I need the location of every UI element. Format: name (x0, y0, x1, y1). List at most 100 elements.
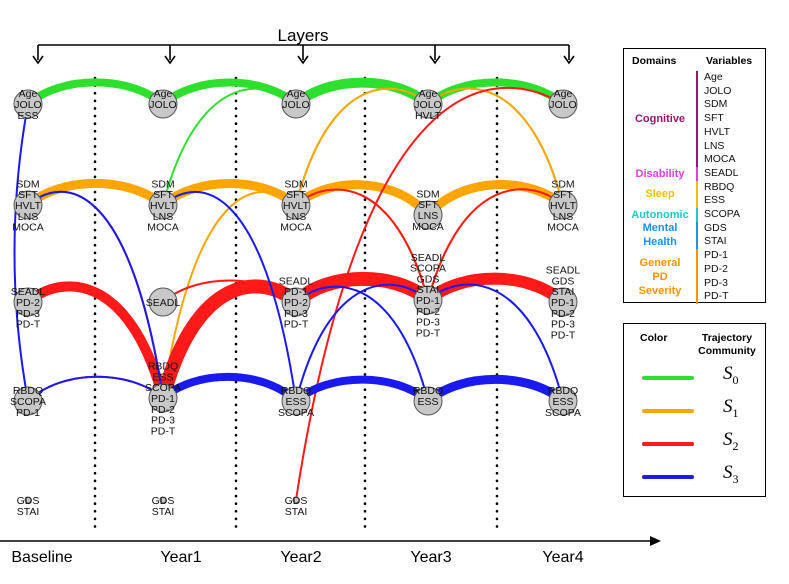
variable-label: MOCA (704, 153, 736, 166)
community-swatch (642, 376, 694, 380)
node-circle (281, 190, 311, 220)
edge-s1 (293, 180, 432, 219)
node-label: SFT (553, 189, 573, 201)
node-label: PD-1 (151, 393, 175, 405)
node-label: ESS (17, 110, 38, 122)
edge-s1 (424, 180, 566, 219)
variable-label: ESS (704, 194, 726, 207)
edge-s3 (13, 103, 29, 402)
node-label: SFT (153, 189, 173, 201)
variable-label: SCOPA (704, 208, 740, 220)
variable-node: SEADL (146, 287, 181, 317)
node-label: SCOPA (545, 407, 581, 419)
variable-label: RBDQ (704, 180, 735, 193)
variable-label: LNS (704, 139, 725, 152)
node-label: GDS (152, 495, 175, 507)
node-label: RBDQ (281, 385, 311, 397)
node-label: PD-2 (551, 308, 575, 320)
node-circle (13, 190, 43, 220)
node-label: SDM (16, 178, 39, 190)
year-label: Year2 (280, 549, 321, 566)
edge-s3 (27, 375, 164, 402)
node-label: HVLT (283, 200, 310, 212)
node-label: SEADL (146, 297, 181, 309)
node-circle (148, 287, 178, 317)
node-label: STAI (17, 506, 40, 518)
node-circle (13, 89, 43, 119)
edge-s2 (427, 188, 564, 301)
community-label: S0 (723, 363, 739, 387)
year-label: Year1 (160, 549, 201, 566)
node-label: MOCA (547, 222, 579, 234)
node-label: SEADL (279, 275, 314, 287)
community-label: S3 (723, 462, 739, 486)
node-label: SCOPA (410, 263, 446, 275)
node-label: SFT (418, 199, 438, 211)
trajectory-edges (13, 77, 568, 501)
node-label: MOCA (280, 222, 312, 234)
edge-s2 (162, 279, 297, 303)
node-label: SDM (284, 178, 307, 190)
node-label: PD-T (284, 319, 309, 331)
node-label: SEADL (546, 265, 581, 277)
community-header: Trajectory Community (698, 332, 756, 357)
domain-label: Sleep (645, 188, 675, 201)
node-label: PD-1 (416, 295, 440, 307)
node-circle (159, 496, 167, 504)
node-label: PD-T (416, 327, 441, 339)
node-label: SDM (151, 178, 174, 190)
timeline-axis: Baseline Year1 Year2 Year3 Year4 (0, 536, 661, 566)
node-label: PD-3 (16, 308, 40, 320)
node-label: SDM (416, 188, 439, 200)
node-label: ESS (417, 396, 438, 408)
domains-header: Domains (632, 55, 677, 67)
node-label: STAI (152, 506, 175, 518)
node-circle (548, 287, 578, 317)
node-label: PD-1 (16, 407, 40, 419)
layer-dividers (93, 76, 499, 532)
community-swatch (642, 442, 694, 446)
variable-label: STAI (704, 235, 727, 248)
domain-bar (696, 208, 698, 222)
domain-label: Cognitive (634, 112, 686, 125)
node-label: RBDQ (148, 361, 178, 373)
edge-s1 (295, 87, 429, 206)
node-label: JOLO (149, 99, 176, 111)
node-label: Age (554, 88, 573, 100)
node-circle (24, 496, 32, 504)
variable-label: GDS (704, 221, 727, 234)
variable-label: PD-3 (704, 276, 728, 289)
node-circle (292, 496, 300, 504)
node-label: GDS (417, 273, 440, 285)
node-label: GDS (285, 495, 308, 507)
node-label: ESS (152, 371, 173, 383)
node-label: STAI (552, 286, 575, 298)
node-label: SDM (551, 178, 574, 190)
node-label: PD-2 (416, 306, 440, 318)
node-label: Age (19, 88, 38, 100)
layers-title: Layers (277, 26, 328, 45)
layers-bracket (32, 44, 575, 65)
node-label: PD-3 (416, 317, 440, 329)
node-label: SCOPA (145, 382, 181, 394)
node-circle (281, 89, 311, 119)
node-label: LNS (286, 211, 306, 223)
node-label: Age (287, 88, 306, 100)
node-label: RBDQ (548, 385, 578, 397)
node-label: LNS (418, 210, 438, 222)
variable-label: PD-2 (704, 262, 728, 275)
community-label: S2 (723, 429, 739, 453)
node-label: GDS (552, 275, 575, 287)
domain-bar (696, 166, 698, 181)
variable-label: JOLO (704, 84, 732, 97)
node-circle (413, 285, 443, 315)
node-label: STAI (285, 506, 308, 518)
